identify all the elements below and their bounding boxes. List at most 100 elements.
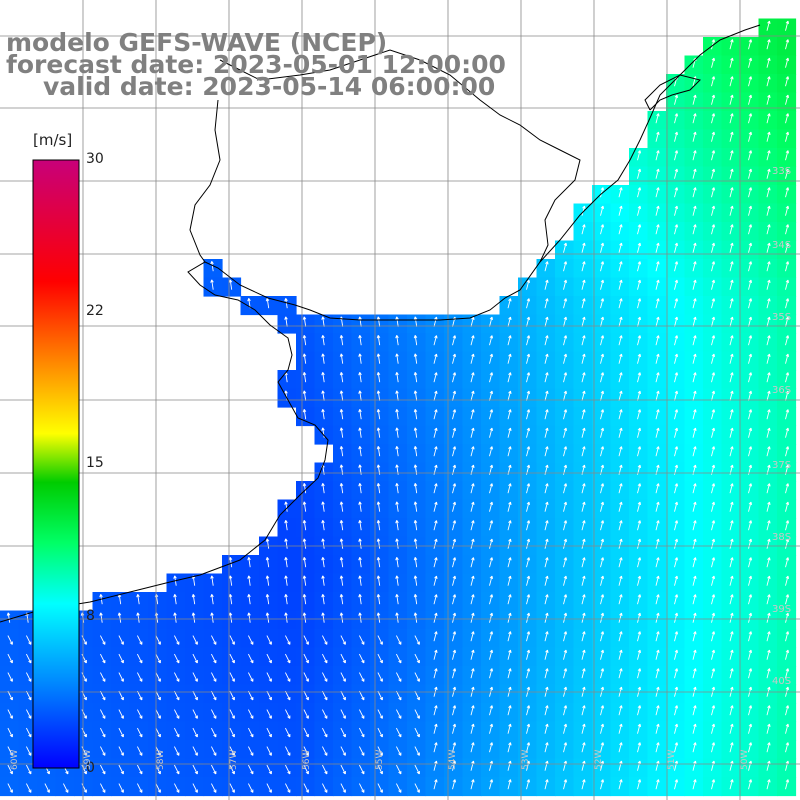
wind-arrow bbox=[766, 372, 771, 383]
wind-arrow bbox=[470, 335, 475, 346]
colorbar-tick-15: 15 bbox=[86, 455, 104, 471]
wind-arrow bbox=[674, 94, 679, 105]
wind-arrow bbox=[526, 538, 531, 549]
wind-arrow bbox=[674, 261, 679, 272]
longitude-label: 55W bbox=[375, 749, 385, 770]
wind-arrow bbox=[303, 635, 309, 645]
wind-arrow bbox=[729, 520, 734, 531]
wind-arrow bbox=[618, 316, 623, 327]
wind-arrow bbox=[637, 446, 642, 457]
wind-arrow bbox=[711, 76, 716, 87]
wind-arrow bbox=[618, 594, 623, 605]
wind-arrow bbox=[191, 594, 196, 605]
wind-arrow bbox=[637, 501, 642, 512]
wind-arrow bbox=[544, 372, 549, 383]
wind-arrow bbox=[470, 649, 475, 660]
wind-arrow bbox=[711, 261, 716, 272]
wind-arrow bbox=[637, 427, 642, 438]
wind-arrow bbox=[692, 612, 697, 623]
wind-arrow bbox=[563, 649, 568, 660]
wind-arrow bbox=[674, 501, 679, 512]
wind-arrow bbox=[637, 594, 642, 605]
wind-arrow bbox=[729, 594, 734, 605]
wind-arrow bbox=[489, 594, 494, 605]
wind-arrow bbox=[544, 575, 549, 586]
colorbar-tick-8: 8 bbox=[86, 608, 95, 624]
wind-arrow bbox=[470, 631, 475, 642]
wind-arrow bbox=[618, 390, 623, 401]
wind-arrow bbox=[358, 594, 362, 605]
wind-arrow bbox=[729, 335, 734, 346]
wind-arrow bbox=[507, 612, 512, 623]
wind-arrow bbox=[692, 279, 697, 290]
wind-arrow bbox=[766, 631, 771, 642]
wind-arrow bbox=[302, 353, 307, 364]
wind-arrow bbox=[563, 446, 568, 457]
wind-arrow bbox=[544, 483, 549, 494]
wind-arrow bbox=[655, 557, 660, 568]
wind-arrow bbox=[766, 353, 771, 364]
wind-arrow bbox=[618, 224, 623, 235]
wind-arrow bbox=[600, 501, 605, 512]
wind-arrow bbox=[544, 427, 549, 438]
wind-arrow bbox=[674, 612, 679, 623]
wind-arrow bbox=[507, 427, 512, 438]
wind-arrow bbox=[748, 631, 753, 642]
wind-arrow bbox=[674, 279, 679, 290]
wind-arrow bbox=[526, 409, 531, 420]
wind-arrow bbox=[507, 631, 512, 642]
wind-arrow bbox=[433, 372, 438, 383]
wind-arrow bbox=[637, 538, 642, 549]
wind-arrow bbox=[247, 612, 251, 623]
wind-arrow bbox=[6, 612, 11, 623]
wind-arrow bbox=[118, 635, 124, 645]
wind-arrow bbox=[729, 631, 734, 642]
latitude-label: 38S bbox=[772, 532, 792, 543]
wind-arrow bbox=[563, 335, 568, 346]
longitude-label: 58W bbox=[156, 749, 166, 770]
wind-arrow bbox=[785, 353, 790, 364]
wind-arrow bbox=[600, 261, 605, 272]
wind-arrow bbox=[785, 39, 790, 50]
wind-arrow bbox=[655, 612, 660, 623]
latitude-label: 36S bbox=[772, 385, 792, 396]
wind-arrow bbox=[748, 316, 753, 327]
wind-arrow bbox=[433, 335, 438, 346]
wind-arrow bbox=[785, 427, 790, 438]
wind-arrow bbox=[452, 631, 457, 642]
wind-arrow bbox=[581, 631, 586, 642]
wind-arrow bbox=[748, 612, 753, 623]
wind-arrow bbox=[766, 390, 771, 401]
wind-arrow bbox=[376, 316, 381, 327]
wind-arrow bbox=[655, 372, 660, 383]
wind-arrow bbox=[563, 242, 568, 253]
wind-arrow bbox=[395, 335, 399, 346]
wind-arrow bbox=[618, 279, 623, 290]
wind-arrow bbox=[637, 483, 642, 494]
wind-arrow bbox=[637, 557, 642, 568]
wind-arrow bbox=[766, 501, 771, 512]
wind-arrow bbox=[544, 501, 549, 512]
wind-arrow bbox=[544, 520, 549, 531]
wind-arrow bbox=[489, 612, 494, 623]
wind-arrow bbox=[489, 316, 494, 327]
wind-arrow bbox=[136, 594, 140, 605]
wind-arrow bbox=[173, 653, 180, 664]
colorbar-unit: [m/s] bbox=[33, 131, 73, 149]
wind-arrow bbox=[581, 353, 586, 364]
wind-arrow bbox=[433, 631, 438, 642]
wind-arrow bbox=[302, 316, 307, 327]
wind-arrow bbox=[377, 635, 383, 645]
wind-arrow bbox=[711, 150, 716, 161]
wind-arrow bbox=[748, 335, 753, 346]
wind-arrow bbox=[655, 279, 660, 290]
wind-arrow bbox=[729, 446, 734, 457]
wind-arrow bbox=[395, 409, 399, 420]
wind-arrow bbox=[507, 557, 512, 568]
wind-arrow bbox=[655, 538, 660, 549]
wind-arrow bbox=[711, 427, 716, 438]
wind-arrow bbox=[692, 335, 697, 346]
wind-arrow bbox=[600, 205, 605, 216]
wind-arrow bbox=[247, 635, 254, 645]
wind-arrow bbox=[674, 224, 679, 235]
